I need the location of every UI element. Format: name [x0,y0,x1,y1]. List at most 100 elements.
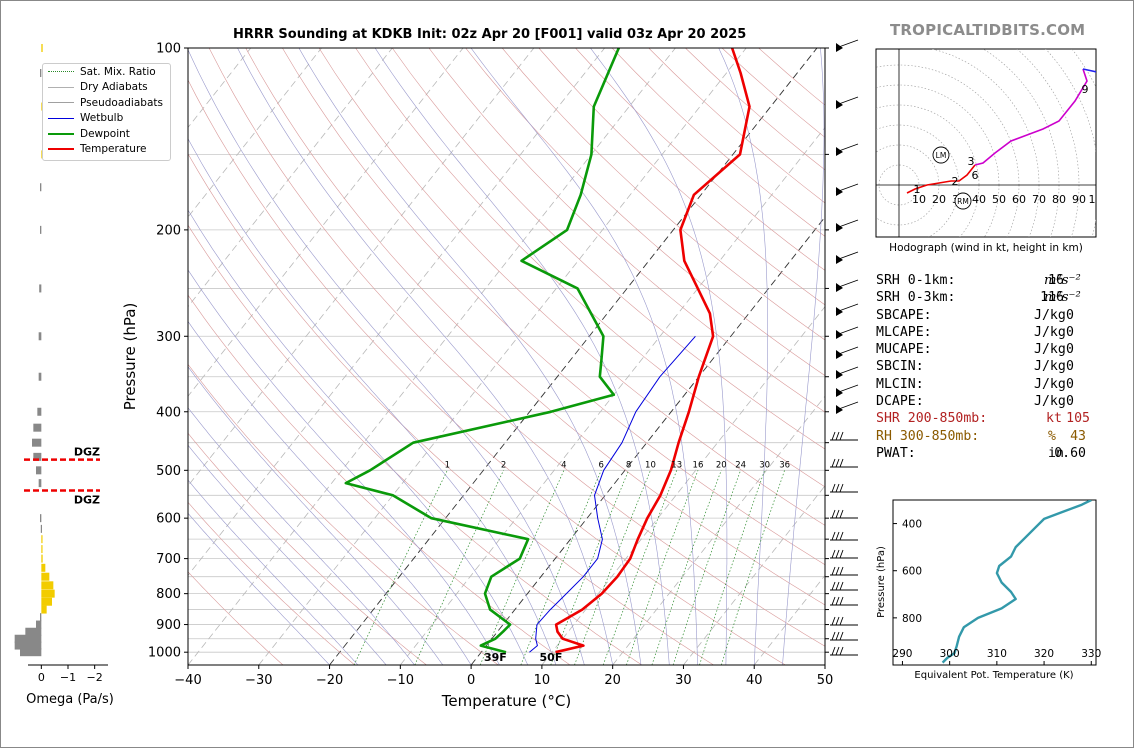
barb-pennant [836,370,843,379]
index-value: 0.60 [1054,445,1086,461]
isotherm-line [258,48,747,665]
legend-entry: Sat. Mix. Ratio [43,64,170,80]
barb-feather [831,566,836,576]
theta-y-axis-label: Pressure (hPa) [876,546,887,618]
hodograph-height-label: 6 [972,169,979,182]
storm-motion-label: RM [957,197,969,206]
mixing-ratio-line [651,470,722,665]
moist-adiabat [188,407,415,665]
index-row: SBCAPE: 0 J/kg [876,307,1126,324]
theta-y-tick-label: 400 [902,519,922,531]
index-label: DCAPE: [876,394,924,410]
barb-feather [835,581,840,591]
index-label: PWAT: [876,445,916,461]
barb-feather [839,483,844,493]
omega-bar [41,589,55,598]
x-tick-label: 0 [467,673,475,688]
moist-adiabat [590,48,728,665]
legend-label: Pseudoadiabats [80,96,163,109]
barb-feather [831,616,836,626]
legend-label: Dewpoint [80,127,130,140]
y-tick-label: 300 [156,330,181,345]
moist-adiabat [188,138,557,665]
omega-x-tick-label: 0 [38,671,45,684]
wind-barb [830,581,858,591]
index-row: SRH 0-1km: 16 m²s⁻² [876,272,1126,289]
omega-bar [33,452,42,461]
isotherm-line [188,48,535,487]
hodograph-ring-label: 80 [1052,193,1066,206]
index-row: DCAPE: 0 J/kg [876,393,1126,410]
dry-adiabat [282,48,825,566]
barb-feather [839,431,844,441]
theta-x-axis-label: Equivalent Pot. Temperature (K) [914,670,1073,681]
hodograph-frame [875,48,1097,238]
hodograph-ring-label: 100 [1089,193,1110,206]
wind-barbs [830,39,859,656]
barb-pennant [836,330,843,339]
dry-adiabat [538,48,825,306]
hodograph-segment [1082,68,1096,73]
hodograph-ring-label: 60 [1012,193,1026,206]
omega-bar [36,620,42,629]
index-value: 0 [1066,342,1074,358]
wind-barb [835,39,859,52]
x-tick-label: −40 [174,673,201,688]
index-unit: m²s⁻² [1044,273,1081,288]
moist-adiabat [188,49,585,665]
hodograph-height-label: 9 [1082,83,1089,96]
moist-adiabat [188,444,387,665]
moist-adiabat [188,512,330,665]
omega-bar [41,102,43,111]
index-label: RH 300-850mb: [876,428,980,444]
index-row: RH 300-850mb: 43% [876,428,1126,445]
x-tick-label: 50 [817,673,834,688]
index-label: SBCAPE: [876,307,932,323]
hodograph-panel: 102030405060708090100LMRM12369Hodograph … [875,48,1110,254]
legend-swatch [48,71,74,73]
wind-barb [830,531,858,541]
hodograph-segment [906,164,976,194]
dry-adiabat [501,48,825,341]
y-tick-label: 600 [156,512,181,527]
index-unit: in [1048,445,1064,461]
barb-pennant [836,283,843,292]
dgz-label-bottom: DGZ [74,494,100,507]
theta-x-tick-label: 290 [892,648,912,660]
index-label: MLCIN: [876,376,924,392]
hodograph-ring-label: 40 [972,193,986,206]
mixing-ratio-label: 13 [671,460,682,470]
mixing-ratio-line [550,470,629,665]
mixing-ratio-label: 2 [501,460,506,470]
y-tick-label: 200 [156,223,181,238]
barb-feather [835,531,840,541]
wind-barb [830,646,858,656]
y-tick-label: 900 [156,618,181,633]
legend-label: Wetbulb [80,112,124,125]
legend-swatch [48,132,74,135]
omega-bar [36,466,42,475]
skew-t-background-lines [188,48,825,665]
mixing-ratio-line [699,470,766,665]
mixing-ratio-label: 16 [693,460,704,470]
barb-feather [831,483,836,493]
wind-barb [835,279,859,292]
barb-pennant [836,100,843,109]
barb-feather [835,631,840,641]
profile-dewpoint [344,48,620,654]
moist-adiabat [237,48,613,665]
dry-adiabat [465,48,825,377]
dry-adiabat [208,48,825,647]
barb-feather [835,616,840,626]
storm-motion-marker [932,146,950,164]
omega-bar [41,535,43,544]
mixing-ratio-line [602,470,678,665]
barb-feather [831,549,836,559]
omega-bar [41,605,47,614]
barb-feather [835,431,840,441]
omega-bar [39,284,42,293]
isotherm-line [188,48,676,665]
mixing-ratio-line [626,470,699,665]
wind-barb [835,326,859,339]
barb-pennant [836,307,843,316]
